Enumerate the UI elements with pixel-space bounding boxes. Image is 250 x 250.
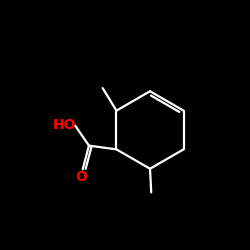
Text: HO: HO bbox=[53, 118, 76, 132]
Text: O: O bbox=[76, 170, 88, 184]
